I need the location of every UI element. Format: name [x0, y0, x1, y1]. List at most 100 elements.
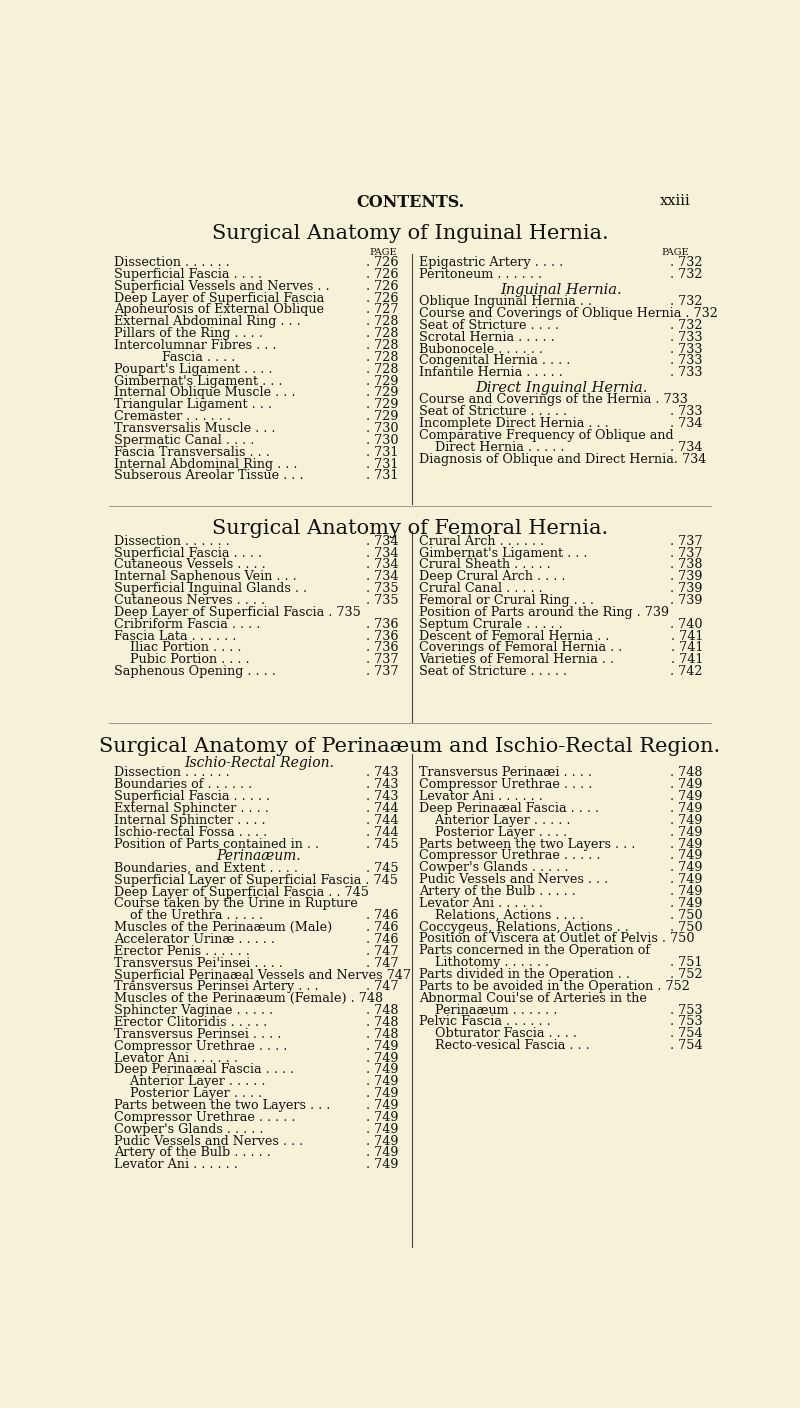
Text: Descent of Femoral Hernia . .: Descent of Femoral Hernia . . — [419, 629, 610, 642]
Text: Superficial Fascia . . . .: Superficial Fascia . . . . — [114, 268, 262, 280]
Text: . 748: . 748 — [366, 1028, 398, 1041]
Text: . 750: . 750 — [670, 921, 703, 934]
Text: . 751: . 751 — [670, 956, 703, 969]
Text: Peritoneum . . . . . .: Peritoneum . . . . . . — [419, 268, 542, 280]
Text: Seat of Stricture . . . .: Seat of Stricture . . . . — [419, 318, 559, 332]
Text: . 753: . 753 — [670, 1015, 703, 1028]
Text: Surgical Anatomy of Inguinal Hernia.: Surgical Anatomy of Inguinal Hernia. — [212, 224, 608, 244]
Text: Compressor Urethrae . . . . .: Compressor Urethrae . . . . . — [114, 1111, 295, 1124]
Text: Levator Ani . . . . . .: Levator Ani . . . . . . — [114, 1052, 238, 1064]
Text: Parts divided in the Operation . .: Parts divided in the Operation . . — [419, 969, 630, 981]
Text: Comparative Frequency of Oblique and: Comparative Frequency of Oblique and — [419, 429, 674, 442]
Text: . 728: . 728 — [366, 363, 398, 376]
Text: . 746: . 746 — [366, 910, 398, 922]
Text: Boundaries, and Extent . . . .: Boundaries, and Extent . . . . — [114, 862, 298, 874]
Text: Relations, Actions . . . .: Relations, Actions . . . . — [419, 908, 584, 922]
Text: . 749: . 749 — [366, 1063, 398, 1076]
Text: Pubic Portion . . . .: Pubic Portion . . . . — [114, 653, 250, 666]
Text: . 730: . 730 — [366, 422, 398, 435]
Text: Aponeurosis of External Oblique: Aponeurosis of External Oblique — [114, 303, 324, 317]
Text: . 730: . 730 — [366, 434, 398, 446]
Text: Erector Penis . . . . . .: Erector Penis . . . . . . — [114, 945, 250, 957]
Text: . 749: . 749 — [670, 897, 703, 910]
Text: Internal Saphenous Vein . . .: Internal Saphenous Vein . . . — [114, 570, 297, 583]
Text: . 731: . 731 — [366, 446, 398, 459]
Text: . 729: . 729 — [366, 410, 398, 424]
Text: Superficial Vessels and Nerves . .: Superficial Vessels and Nerves . . — [114, 280, 330, 293]
Text: Parts between the two Layers . . .: Parts between the two Layers . . . — [114, 1100, 330, 1112]
Text: Ischio-Rectal Region.: Ischio-Rectal Region. — [184, 756, 334, 770]
Text: . 750: . 750 — [670, 908, 703, 922]
Text: Cowper's Glands . . . . .: Cowper's Glands . . . . . — [419, 862, 569, 874]
Text: Muscles of the Perinaæum (Male): Muscles of the Perinaæum (Male) — [114, 921, 332, 934]
Text: Transversus Perinsei Artery . . .: Transversus Perinsei Artery . . . — [114, 980, 318, 994]
Text: . 737: . 737 — [366, 653, 398, 666]
Text: . 749: . 749 — [670, 849, 703, 863]
Text: . 737: . 737 — [366, 665, 398, 679]
Text: . 732: . 732 — [670, 268, 703, 280]
Text: . 749: . 749 — [670, 838, 703, 850]
Text: Transversus Perinaæi . . . .: Transversus Perinaæi . . . . — [419, 766, 592, 780]
Text: . 754: . 754 — [670, 1039, 703, 1052]
Text: Accelerator Urinæ . . . . .: Accelerator Urinæ . . . . . — [114, 934, 275, 946]
Text: Superficial Layer of Superficial Fascia . 745: Superficial Layer of Superficial Fascia … — [114, 873, 398, 887]
Text: Cremaster . . . . . .: Cremaster . . . . . . — [114, 410, 231, 424]
Text: Deep Perinaæal Fascia . . . .: Deep Perinaæal Fascia . . . . — [114, 1063, 294, 1076]
Text: . 732: . 732 — [670, 318, 703, 332]
Text: Transversus Perinsei . . . .: Transversus Perinsei . . . . — [114, 1028, 282, 1041]
Text: Ischio-rectal Fossa . . . .: Ischio-rectal Fossa . . . . — [114, 825, 267, 839]
Text: Cutaneous Vessels . . . .: Cutaneous Vessels . . . . — [114, 559, 266, 572]
Text: . 754: . 754 — [670, 1028, 703, 1041]
Text: . 734: . 734 — [670, 417, 703, 431]
Text: Pelvic Fascia . . . . . .: Pelvic Fascia . . . . . . — [419, 1015, 551, 1028]
Text: Deep Perinaæal Fascia . . . .: Deep Perinaæal Fascia . . . . — [419, 803, 599, 815]
Text: Congenital Hernia . . . .: Congenital Hernia . . . . — [419, 355, 570, 367]
Text: Levator Ani . . . . . .: Levator Ani . . . . . . — [419, 790, 543, 803]
Text: . 745: . 745 — [366, 862, 398, 874]
Text: Parts to be avoided in the Operation . 752: Parts to be avoided in the Operation . 7… — [419, 980, 690, 993]
Text: . 749: . 749 — [366, 1087, 398, 1100]
Text: Dissection . . . . . .: Dissection . . . . . . — [114, 256, 230, 269]
Text: . 726: . 726 — [366, 268, 398, 280]
Text: Triangular Ligament . . .: Triangular Ligament . . . — [114, 398, 272, 411]
Text: . 741: . 741 — [670, 642, 703, 655]
Text: . 736: . 736 — [366, 618, 398, 631]
Text: . 749: . 749 — [366, 1146, 398, 1159]
Text: Surgical Anatomy of Perinaæum and Ischio-Rectal Region.: Surgical Anatomy of Perinaæum and Ischio… — [99, 738, 721, 756]
Text: Surgical Anatomy of Femoral Hernia.: Surgical Anatomy of Femoral Hernia. — [212, 520, 608, 538]
Text: Poupart's Ligament . . . .: Poupart's Ligament . . . . — [114, 363, 273, 376]
Text: Subserous Areolar Tissue . . .: Subserous Areolar Tissue . . . — [114, 469, 303, 483]
Text: Compressor Urethrae . . . .: Compressor Urethrae . . . . — [419, 779, 593, 791]
Text: Superficial Fascia . . . .: Superficial Fascia . . . . — [114, 546, 262, 559]
Text: Recto-vesical Fascia . . .: Recto-vesical Fascia . . . — [419, 1039, 590, 1052]
Text: . 749: . 749 — [366, 1039, 398, 1053]
Text: . 731: . 731 — [366, 458, 398, 470]
Text: Internal Abdominal Ring . . .: Internal Abdominal Ring . . . — [114, 458, 298, 470]
Text: Inguinal Hernia.: Inguinal Hernia. — [500, 283, 622, 297]
Text: Superficial Inguinal Glands . .: Superficial Inguinal Glands . . — [114, 582, 307, 596]
Text: Coverings of Femoral Hernia . .: Coverings of Femoral Hernia . . — [419, 642, 622, 655]
Text: . 749: . 749 — [366, 1100, 398, 1112]
Text: Posterior Layer . . . .: Posterior Layer . . . . — [114, 1087, 262, 1100]
Text: . 749: . 749 — [366, 1111, 398, 1124]
Text: Position of Parts around the Ring . 739: Position of Parts around the Ring . 739 — [419, 605, 670, 620]
Text: Erector Clitoridis . . . . .: Erector Clitoridis . . . . . — [114, 1017, 267, 1029]
Text: Parts between the two Layers . . .: Parts between the two Layers . . . — [419, 838, 636, 850]
Text: Position of Parts contained in . .: Position of Parts contained in . . — [114, 838, 319, 850]
Text: Gimbernat's Ligament . . .: Gimbernat's Ligament . . . — [114, 375, 282, 387]
Text: . 749: . 749 — [670, 779, 703, 791]
Text: . 748: . 748 — [366, 1004, 398, 1017]
Text: Dissection . . . . . .: Dissection . . . . . . — [114, 766, 230, 780]
Text: . 746: . 746 — [366, 934, 398, 946]
Text: Oblique Inguinal Hernia . .: Oblique Inguinal Hernia . . — [419, 296, 593, 308]
Text: . 728: . 728 — [366, 339, 398, 352]
Text: . 747: . 747 — [366, 980, 398, 994]
Text: Transversus Pei'insei . . . .: Transversus Pei'insei . . . . — [114, 956, 283, 970]
Text: . 748: . 748 — [670, 766, 703, 780]
Text: . 726: . 726 — [366, 291, 398, 304]
Text: Boundaries of . . . . . .: Boundaries of . . . . . . — [114, 779, 252, 791]
Text: Intercolumnar Fibres . . .: Intercolumnar Fibres . . . — [114, 339, 277, 352]
Text: . 735: . 735 — [366, 582, 398, 596]
Text: . 749: . 749 — [366, 1052, 398, 1064]
Text: . 729: . 729 — [366, 386, 398, 400]
